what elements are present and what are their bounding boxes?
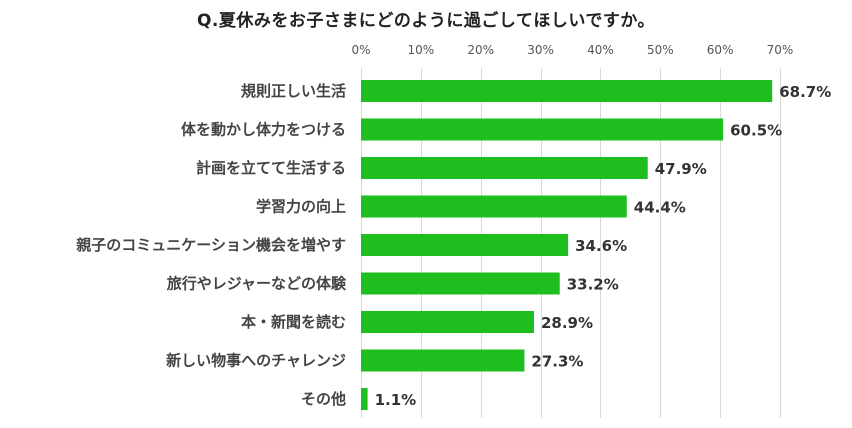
value-labels: 68.7% 60.5% 47.9% 44.4% 34.6% 33.2% 28.9% 27.3%… — [375, 83, 832, 409]
category-label: 旅行やレジャーなどの体験 — [167, 275, 347, 293]
x-tick-label: 40% — [587, 43, 614, 57]
data-label: 27.3% — [531, 353, 583, 371]
category-label: 親子のコミュニケーション機会を増やす — [76, 236, 346, 254]
bars — [361, 80, 773, 410]
category-label: その他 — [301, 390, 346, 408]
bar — [361, 388, 368, 410]
x-tick-label: 70% — [767, 43, 794, 57]
x-tick-label: 30% — [527, 43, 554, 57]
bar — [361, 272, 560, 295]
category-labels: 規則正しい生活体を動かし体力をつける計画を立てて生活する学習力の向上親子のコミュ… — [76, 82, 347, 408]
category-label: 規則正しい生活 — [241, 82, 346, 100]
data-label: 60.5% — [730, 122, 782, 140]
chart-title: Q.夏休みをお子さまにどのように過ごしてほしいですか。 — [196, 11, 656, 31]
x-tick-label: 10% — [408, 43, 435, 57]
data-label: 68.7% — [779, 83, 831, 101]
bar — [361, 234, 569, 256]
bar — [361, 311, 534, 333]
category-label: 学習力の向上 — [256, 198, 346, 216]
category-label: 計画を立てて生活する — [196, 159, 346, 177]
bar — [361, 157, 648, 179]
bar — [361, 195, 627, 218]
bar — [361, 349, 525, 372]
data-label: 47.9% — [655, 160, 707, 178]
x-tick-label: 60% — [707, 43, 734, 57]
data-label: 34.6% — [575, 237, 627, 255]
x-tick-label: 20% — [467, 43, 494, 57]
bar — [361, 80, 773, 102]
category-label: 体を動かし体力をつける — [181, 121, 346, 139]
category-label: 本・新聞を読む — [241, 313, 346, 331]
x-axis-ticks: 0% 10% 20% 30% 40% 50% 60% 70% — [351, 43, 793, 57]
x-tick-label: 0% — [351, 43, 370, 57]
category-label: 新しい物事へのチャレンジ — [166, 352, 346, 370]
x-tick-label: 50% — [647, 43, 674, 57]
data-label: 1.1% — [375, 391, 417, 409]
data-label: 44.4% — [634, 199, 686, 217]
data-label: 28.9% — [541, 314, 593, 332]
bar — [361, 118, 724, 141]
data-label: 33.2% — [567, 276, 619, 294]
